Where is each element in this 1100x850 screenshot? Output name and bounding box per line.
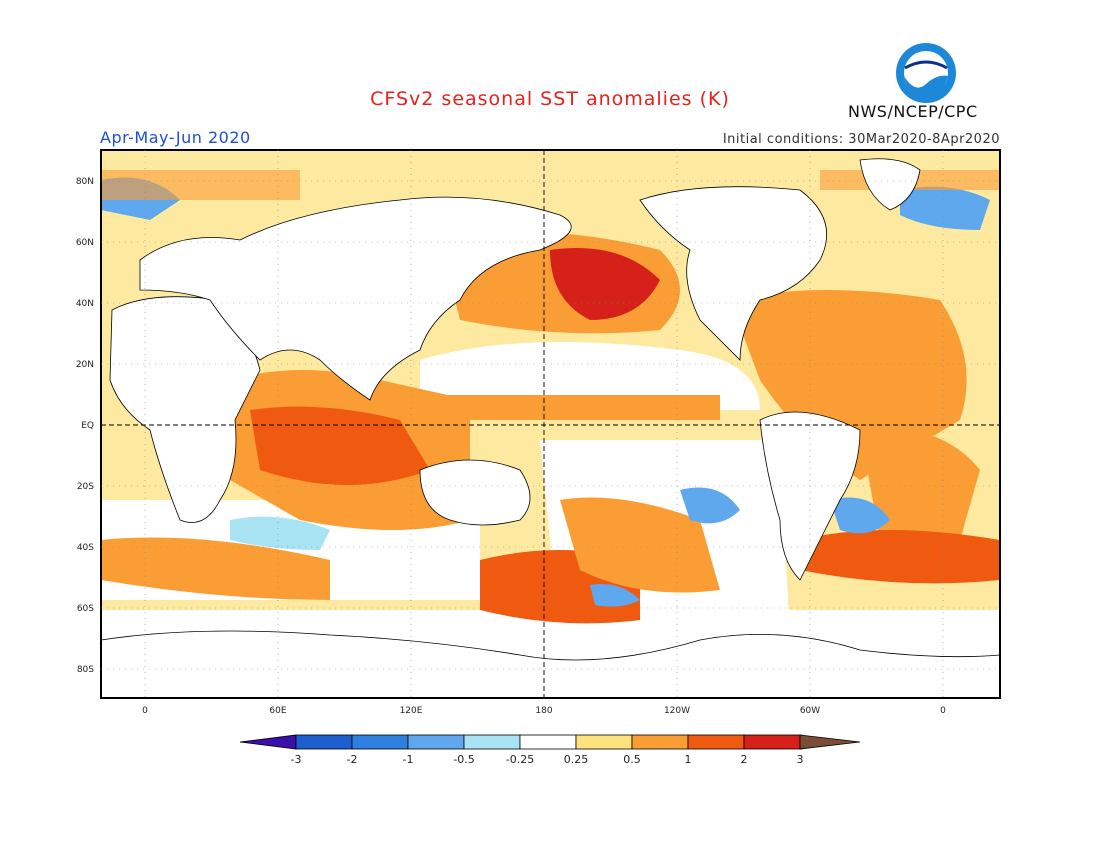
lat-tick: 80N	[76, 177, 94, 187]
lon-axis: 0 60E 120E 180 120W 60W 0	[142, 706, 946, 716]
colorbar-label: 0.5	[623, 753, 641, 766]
colorbar-label: 0.25	[564, 753, 589, 766]
lon-tick: 0	[142, 706, 148, 716]
colorbar	[239, 734, 861, 750]
colorbar-swatch	[295, 734, 353, 750]
colorbar-swatch	[239, 734, 297, 750]
lon-tick: 0	[940, 706, 946, 716]
lat-axis: 80N 60N 40N 20N EQ 20S 40S 60S 80S	[76, 177, 94, 675]
colorbar-label: 3	[797, 753, 804, 766]
reference-lines	[101, 150, 1000, 698]
lat-tick: 60N	[76, 238, 94, 248]
agency-label: NWS/NCEP/CPC	[848, 102, 978, 121]
colorbar-label: -2	[347, 753, 358, 766]
colorbar-swatch	[351, 734, 409, 750]
colorbar-swatch	[575, 734, 633, 750]
colorbar-swatch	[519, 734, 577, 750]
colorbar-label: 2	[741, 753, 748, 766]
lon-tick: 120E	[400, 706, 423, 716]
colorbar-label: -0.25	[506, 753, 534, 766]
graticule	[101, 150, 1000, 698]
lon-tick: 60W	[800, 706, 820, 716]
lat-tick: 40S	[77, 543, 94, 553]
lat-tick: 40N	[76, 299, 94, 309]
lat-tick: 20N	[76, 360, 94, 370]
colorbar-swatch	[407, 734, 465, 750]
lat-tick: EQ	[81, 421, 94, 431]
noaa-logo-icon	[896, 43, 956, 103]
lon-tick: 120W	[664, 706, 690, 716]
forecast-period: Apr-May-Jun 2020	[100, 128, 251, 147]
lon-tick: 60E	[269, 706, 286, 716]
colorbar-swatch	[463, 734, 521, 750]
initial-conditions: Initial conditions: 30Mar2020-8Apr2020	[722, 132, 1000, 147]
lat-tick: 60S	[77, 604, 94, 614]
colorbar-label: -3	[291, 753, 302, 766]
lat-tick: 20S	[77, 482, 94, 492]
colorbar-swatch	[631, 734, 689, 750]
colorbar-labels: -3 -2 -1 -0.5 -0.25 0.25 0.5 1 2 3	[291, 753, 804, 766]
lon-tick: 180	[535, 706, 552, 716]
colorbar-swatch	[799, 734, 861, 750]
colorbar-label: -0.5	[453, 753, 474, 766]
map-frame	[100, 149, 1001, 699]
lat-tick: 80S	[77, 665, 94, 675]
colorbar-swatch	[743, 734, 801, 750]
chart-title: CFSv2 seasonal SST anomalies (K)	[370, 88, 730, 110]
land	[100, 158, 1001, 699]
colorbar-label: 1	[685, 753, 692, 766]
colorbar-swatch	[687, 734, 745, 750]
colorbar-label: -1	[403, 753, 414, 766]
